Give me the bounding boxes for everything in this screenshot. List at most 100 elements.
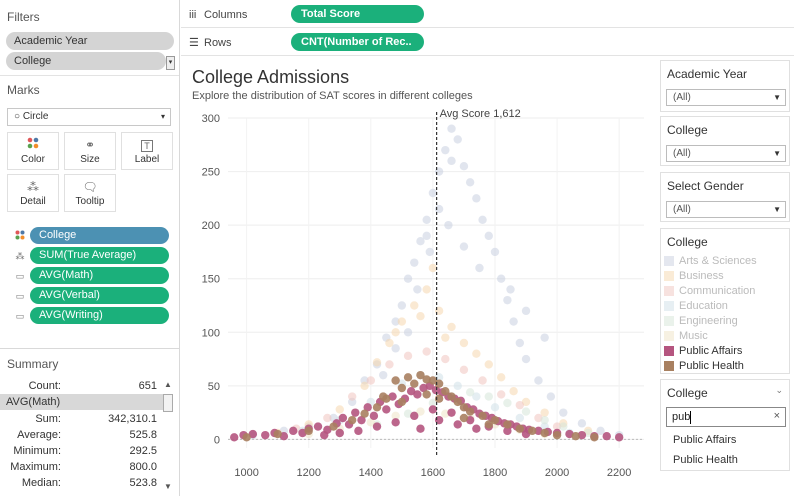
label-button[interactable]: T Label — [121, 132, 173, 170]
label-label: Label — [134, 154, 160, 165]
y-tick-label: 50 — [208, 381, 220, 393]
legend-item[interactable]: Public Health — [664, 359, 788, 374]
chevron-down-icon[interactable]: ▼ — [164, 482, 172, 491]
data-point — [521, 429, 531, 439]
data-point — [552, 430, 562, 440]
data-point — [478, 411, 487, 421]
data-point — [428, 405, 438, 414]
college-search-input[interactable]: pub × — [666, 407, 786, 427]
mark-type-value: Circle — [22, 111, 49, 122]
data-point — [459, 403, 469, 412]
data-point — [391, 376, 400, 385]
legend-swatch — [664, 301, 674, 312]
marks-pill-college[interactable]: College — [30, 227, 169, 244]
columns-label: Columns — [204, 9, 248, 21]
filter-scroll-icon[interactable]: ▾ — [166, 56, 175, 70]
rows-pill-count[interactable]: CNT(Number of Rec.. — [291, 33, 424, 51]
data-point — [503, 398, 512, 408]
data-point — [496, 274, 506, 283]
legend-item[interactable]: Business — [664, 269, 788, 284]
color-icon — [8, 136, 58, 154]
summary-value: 342,310.1 — [108, 413, 157, 425]
legend-item[interactable]: Public Affairs — [664, 344, 788, 359]
data-point — [472, 424, 481, 433]
x-tick-label: 1800 — [483, 467, 507, 479]
filter-title-academic-year: Academic Year — [667, 67, 748, 81]
data-point — [447, 156, 456, 166]
chevron-up-icon[interactable]: ▲ — [164, 380, 172, 389]
data-point — [459, 413, 469, 423]
college-dropdown[interactable]: (All) ▼ — [666, 145, 786, 162]
marks-pill-avg-math[interactable]: AVG(Math) — [30, 267, 169, 284]
summary-row: Minimum: 292.5 — [0, 443, 179, 459]
data-point — [434, 394, 444, 403]
y-tick-label: 0 — [214, 434, 220, 446]
mark-type-select[interactable]: ○ Circle ▾ — [7, 108, 171, 126]
data-point — [503, 426, 512, 436]
data-point — [428, 398, 438, 408]
summary-scrollbar[interactable]: ▲ ▼ — [163, 378, 173, 496]
data-point — [559, 408, 568, 417]
legend-item[interactable]: Engineering — [664, 314, 788, 329]
chevron-down-icon: ▼ — [773, 93, 781, 102]
data-point — [540, 408, 549, 417]
data-point — [602, 432, 611, 441]
data-point — [459, 242, 469, 251]
data-point — [422, 347, 431, 356]
data-point — [410, 411, 419, 421]
data-point — [363, 403, 372, 412]
college-search-filter: College ⌄ pub × Public Affairs Public He… — [660, 379, 790, 471]
dropdown-arrow-icon[interactable]: ⌄ — [775, 385, 783, 395]
clear-icon[interactable]: × — [773, 410, 780, 422]
data-point — [406, 387, 416, 396]
scatter-plot: 0 50 100 150 200 250 300 1000 1200 1400 1600 1800 20… — [202, 108, 644, 479]
data-point — [459, 365, 469, 374]
data-point — [416, 312, 425, 321]
x-tick-label: 2000 — [545, 467, 569, 479]
data-point — [441, 333, 450, 342]
filter-pill-college[interactable]: College — [6, 52, 166, 70]
size-button[interactable]: ⚭ Size — [64, 132, 116, 170]
data-point — [385, 360, 394, 369]
filter-pill-academic-year[interactable]: Academic Year — [6, 32, 174, 50]
search-result-public-health[interactable]: Public Health — [673, 454, 738, 466]
marks-pill-true-average[interactable]: SUM(True Average) — [30, 247, 169, 264]
data-point — [447, 322, 456, 332]
data-point — [379, 370, 388, 380]
legend-item[interactable]: Education — [664, 299, 788, 314]
legend-item[interactable]: Communication — [664, 284, 788, 299]
data-point — [521, 397, 531, 407]
legend-item[interactable]: Arts & Sciences — [664, 254, 788, 269]
dropdown-value: (All) — [673, 204, 691, 215]
data-point — [366, 376, 376, 385]
filter-card-academic-year: Academic Year (All) ▼ — [660, 60, 790, 112]
data-point — [596, 426, 605, 436]
data-point — [552, 422, 562, 431]
data-point — [465, 407, 475, 416]
data-point — [357, 415, 366, 425]
data-point — [248, 429, 258, 439]
academic-year-dropdown[interactable]: (All) ▼ — [666, 89, 786, 106]
left-pane: Filters Academic Year College ▾ Marks ○ … — [0, 0, 180, 496]
data-point — [425, 247, 434, 257]
summary-value: 651 — [138, 380, 157, 392]
size-icon: ⚭ — [84, 138, 96, 152]
data-point — [382, 405, 391, 414]
marks-pill-avg-verbal[interactable]: AVG(Verbal) — [30, 287, 169, 304]
summary-table: Count: 651 AVG(Math) Sum: 342,310.1 Avera… — [0, 378, 179, 496]
gender-dropdown[interactable]: (All) ▼ — [666, 201, 786, 218]
marks-pill-avg-writing[interactable]: AVG(Writing) — [30, 307, 169, 324]
scroll-thumb[interactable] — [163, 394, 173, 412]
legend-item[interactable]: Music — [664, 329, 788, 344]
data-point — [428, 376, 438, 385]
legend-label: Public Health — [679, 360, 744, 372]
chevron-down-icon: ▼ — [773, 205, 781, 214]
detail-button[interactable]: ⁂ Detail — [7, 174, 59, 212]
columns-pill-total-score[interactable]: Total Score — [291, 5, 424, 23]
color-button[interactable]: Color — [7, 132, 59, 170]
data-point — [472, 392, 481, 401]
search-result-public-affairs[interactable]: Public Affairs — [673, 434, 737, 446]
tooltip-button[interactable]: 🗨 Tooltip — [64, 174, 116, 212]
legend-label: Communication — [679, 285, 756, 297]
data-point — [465, 388, 475, 397]
